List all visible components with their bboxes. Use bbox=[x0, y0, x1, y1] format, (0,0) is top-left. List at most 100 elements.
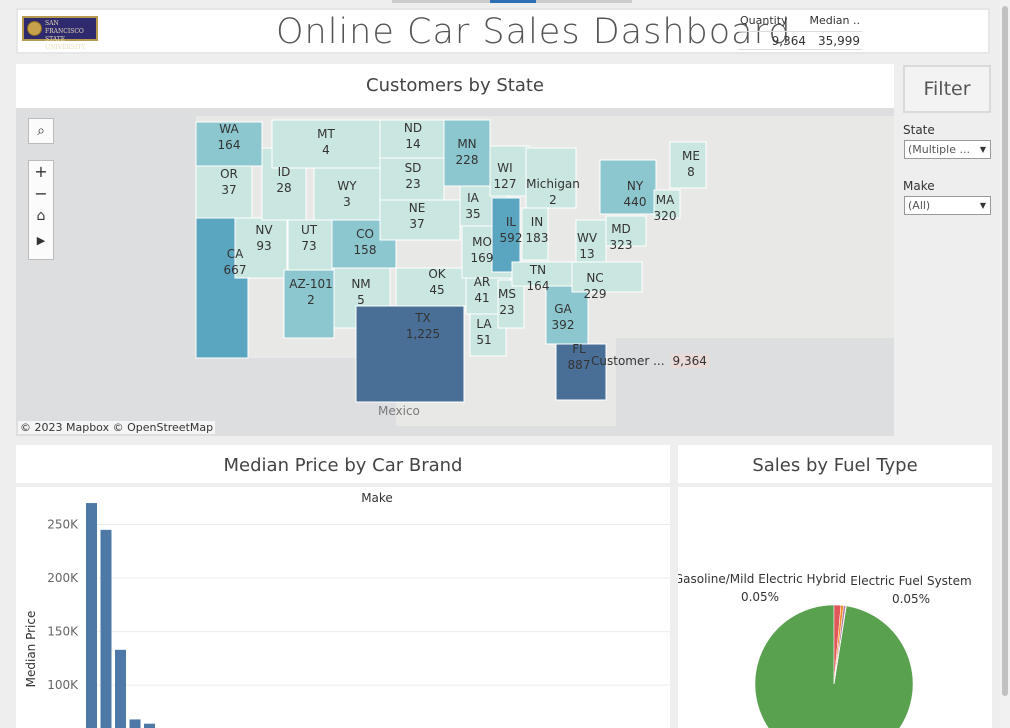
map-search-button[interactable]: ⌕ bbox=[28, 118, 54, 144]
state-ok[interactable] bbox=[395, 267, 467, 307]
state-nv[interactable] bbox=[234, 217, 288, 279]
bar-chart-title: Median Price by Car Brand bbox=[223, 455, 463, 476]
state-michigan[interactable] bbox=[525, 147, 577, 209]
map-zoom-controls: + − ⌂ ▶ bbox=[28, 160, 54, 260]
search-icon: ⌕ bbox=[37, 123, 45, 139]
state-value: 1,225 bbox=[406, 327, 440, 341]
state-value: 3 bbox=[343, 195, 351, 209]
bar[interactable] bbox=[115, 649, 126, 728]
state-value: 37 bbox=[221, 183, 236, 197]
state-label: TX bbox=[414, 311, 431, 325]
state-in[interactable] bbox=[521, 207, 549, 261]
zoom-out-icon[interactable]: − bbox=[34, 184, 48, 203]
state-label: FL bbox=[572, 342, 586, 356]
y-axis-label: Median Price bbox=[24, 611, 38, 688]
map-canvas[interactable]: WA 164 OR 37 CA 667 NV 93 ID 28 MT 4 WY 3 UT 73 AZ-101 2 C… bbox=[16, 108, 894, 436]
state-filter-value: (Multiple ... bbox=[908, 143, 970, 156]
state-ms[interactable] bbox=[497, 279, 525, 329]
state-az-101[interactable] bbox=[283, 269, 335, 339]
bar[interactable] bbox=[100, 529, 112, 728]
play-icon[interactable]: ▶ bbox=[36, 234, 46, 247]
state-label: WA bbox=[219, 122, 239, 136]
tooltip-label: Customer ... bbox=[591, 354, 665, 368]
panel-divider bbox=[678, 483, 992, 487]
state-wy[interactable] bbox=[313, 167, 381, 221]
state-value: 13 bbox=[579, 247, 594, 261]
state-label: NV bbox=[255, 223, 273, 237]
state-label: IL bbox=[506, 215, 517, 229]
state-label: SD bbox=[405, 161, 422, 175]
filter-button[interactable]: Filter bbox=[903, 65, 991, 113]
state-value: 392 bbox=[552, 318, 575, 332]
state-value: 320 bbox=[654, 209, 677, 223]
vertical-scrollbar[interactable] bbox=[1000, 0, 1010, 728]
pie-annotation-name: Electric Fuel System bbox=[850, 574, 971, 588]
state-value: 14 bbox=[405, 137, 420, 151]
state-wv[interactable] bbox=[575, 219, 607, 263]
state-value: 164 bbox=[527, 279, 550, 293]
state-nd[interactable] bbox=[379, 119, 445, 159]
state-value: 37 bbox=[409, 217, 424, 231]
state-ut[interactable] bbox=[287, 219, 333, 271]
state-label: LA bbox=[476, 317, 492, 331]
y-tick-label: 250K bbox=[47, 517, 79, 531]
state-label: UT bbox=[301, 223, 318, 237]
state-value: 592 bbox=[500, 231, 523, 245]
state-label: ME bbox=[682, 149, 700, 163]
make-filter-label: Make bbox=[903, 179, 935, 193]
state-ne[interactable] bbox=[379, 199, 461, 241]
bar[interactable] bbox=[86, 503, 97, 728]
state-ny[interactable] bbox=[599, 159, 657, 215]
state-mt[interactable] bbox=[271, 119, 381, 169]
state-value: 127 bbox=[494, 177, 517, 191]
state-il[interactable] bbox=[491, 197, 521, 273]
state-tx[interactable] bbox=[355, 305, 465, 403]
state-value: 8 bbox=[687, 165, 695, 179]
state-value: 183 bbox=[526, 231, 549, 245]
state-value: 73 bbox=[301, 239, 316, 253]
state-label: CA bbox=[227, 247, 244, 261]
state-ga[interactable] bbox=[545, 285, 589, 345]
state-label: CO bbox=[356, 227, 374, 241]
state-label: ID bbox=[278, 165, 291, 179]
state-or[interactable] bbox=[195, 165, 253, 219]
active-tab-indicator bbox=[490, 0, 536, 3]
make-filter-select[interactable]: (All) ▼ bbox=[904, 196, 991, 215]
bar[interactable] bbox=[144, 723, 155, 728]
state-value: 2 bbox=[549, 193, 557, 207]
state-fl[interactable] bbox=[555, 343, 607, 401]
state-filter-select[interactable]: (Multiple ... ▼ bbox=[904, 140, 991, 159]
state-value: 35 bbox=[465, 207, 480, 221]
state-value: 93 bbox=[256, 239, 271, 253]
state-sd[interactable] bbox=[379, 157, 445, 201]
state-ma[interactable] bbox=[653, 189, 681, 219]
state-nc[interactable] bbox=[571, 261, 643, 293]
state-label: OK bbox=[428, 267, 446, 281]
state-value: 158 bbox=[354, 243, 377, 257]
kpi-quantity-label: Quantity bbox=[740, 14, 788, 27]
pie-slice[interactable] bbox=[833, 605, 847, 685]
y-tick-label: 200K bbox=[47, 571, 79, 585]
kpi-table: Quantity Median .. 9,364 35,999 bbox=[738, 14, 862, 50]
state-md[interactable] bbox=[605, 215, 647, 247]
bar[interactable] bbox=[129, 719, 141, 728]
map-attribution[interactable]: © 2023 Mapbox © OpenStreetMap bbox=[18, 421, 216, 434]
state-value: 229 bbox=[584, 287, 607, 301]
home-icon[interactable]: ⌂ bbox=[36, 208, 46, 224]
pie-annotation-name: Gasoline/Mild Electric Hybrid bbox=[678, 572, 846, 586]
state-value: 51 bbox=[476, 333, 491, 347]
dashboard-header: SAN FRANCISCO STATE UNIVERSITY Online Ca… bbox=[16, 8, 990, 54]
state-label: NM bbox=[351, 277, 370, 291]
panel-divider bbox=[16, 483, 670, 487]
state-value: 5 bbox=[357, 293, 365, 307]
us-state-map[interactable]: WA164OR37CA667NV93ID28MT4WY3UT73AZ-1012C… bbox=[16, 108, 894, 436]
seal-icon bbox=[27, 21, 42, 36]
state-label: AR bbox=[474, 275, 491, 289]
state-label: MA bbox=[656, 193, 675, 207]
zoom-in-icon[interactable]: + bbox=[34, 162, 48, 181]
state-value: 323 bbox=[610, 238, 633, 252]
state-me[interactable] bbox=[669, 141, 707, 189]
page-title: Online Car Sales Dashboard bbox=[276, 12, 792, 52]
state-value: 4 bbox=[322, 143, 330, 157]
scrollbar-thumb[interactable] bbox=[1002, 6, 1008, 696]
